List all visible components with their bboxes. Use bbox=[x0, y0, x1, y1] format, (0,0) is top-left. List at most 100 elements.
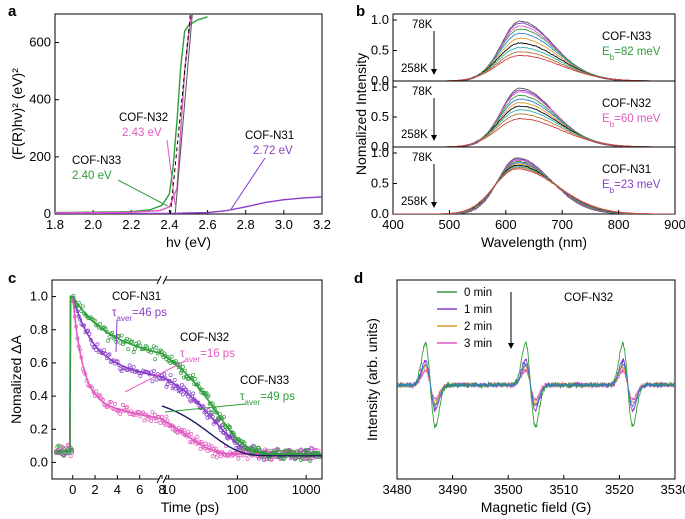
data-point-COF-N33 bbox=[204, 391, 209, 396]
tau-symbol-c: τ bbox=[112, 307, 117, 319]
data-point-COF-N33 bbox=[308, 458, 313, 463]
data-point-COF-N32 bbox=[212, 451, 217, 456]
data-point-COF-N32 bbox=[236, 456, 241, 461]
data-point-COF-N31 bbox=[178, 389, 183, 394]
y-tick-label-c: 0.4 bbox=[30, 388, 48, 403]
temperature-top-label: 78K bbox=[412, 152, 433, 164]
epr-line-intermediate bbox=[397, 361, 675, 408]
x-tick-label-c: 6 bbox=[136, 482, 143, 497]
legend-label-d: 3 min bbox=[464, 338, 492, 350]
data-point-COF-N33 bbox=[137, 340, 141, 345]
eb-symbol-b: E bbox=[602, 46, 610, 58]
tau-subscript-c: aver bbox=[245, 398, 261, 407]
data-point-COF-N31 bbox=[150, 379, 155, 384]
x-tick-label-c: 8 bbox=[158, 482, 165, 497]
x-tick-label-d: 3490 bbox=[438, 482, 467, 497]
epr-line-0 min bbox=[397, 340, 675, 429]
data-point-COF-N32 bbox=[214, 455, 219, 460]
y-tick-label-c: 1.0 bbox=[30, 289, 48, 304]
eb-symbol-b: E bbox=[602, 113, 610, 125]
data-point-COF-N33 bbox=[110, 330, 115, 335]
annotation-tau-c: τaver=16 ps bbox=[180, 348, 235, 364]
panel-label-b: b bbox=[356, 3, 365, 20]
temperature-arrow-head-b bbox=[431, 202, 437, 208]
subpanel-frame-b bbox=[392, 146, 676, 215]
axis-break-mark-c bbox=[156, 474, 162, 484]
y-tick-label-c: 0.0 bbox=[30, 454, 48, 469]
data-point-COF-N33 bbox=[222, 415, 226, 419]
x-tick-label-a: 1.8 bbox=[46, 217, 64, 232]
data-point-COF-N32 bbox=[198, 446, 203, 451]
data-point-COF-N32 bbox=[276, 447, 281, 452]
fit-line-overall bbox=[161, 405, 322, 457]
data-point-COF-N32 bbox=[196, 441, 201, 446]
y-tick-label-a: 600 bbox=[29, 35, 51, 50]
x-tick-label-c: 4 bbox=[114, 482, 121, 497]
axis-break-mark-c bbox=[162, 474, 168, 484]
y-tick-label-a: 0 bbox=[44, 206, 51, 221]
data-point-COF-N33 bbox=[191, 373, 196, 378]
y-tick-label-a: 400 bbox=[29, 92, 51, 107]
data-point-COF-N33 bbox=[166, 359, 171, 364]
plot-frame-c bbox=[51, 279, 323, 480]
x-tick-label-a: 3.0 bbox=[275, 217, 293, 232]
panel-a: a 1.8 2.0 2.2 2.4 2.6 2.8 3.0 3.2 0 200 400 600 hν (e… bbox=[8, 3, 331, 250]
data-point-COF-N33 bbox=[228, 425, 233, 430]
temperature-bottom-label: 258K bbox=[401, 63, 428, 75]
tau-symbol-c: τ bbox=[180, 348, 185, 360]
axis-break-mark-c bbox=[156, 275, 162, 285]
annotation-pointer-c bbox=[124, 360, 186, 393]
x-tick-label-a: 2.2 bbox=[122, 217, 140, 232]
data-point-COF-N32 bbox=[205, 449, 210, 453]
x-tick-label-b: 800 bbox=[608, 217, 630, 232]
data-point-COF-N32 bbox=[158, 420, 163, 425]
eb-subscript-b: b bbox=[610, 53, 615, 62]
y-tick-label-b: 0.5 bbox=[371, 109, 389, 124]
data-point-COF-N33 bbox=[119, 333, 124, 338]
data-point-COF-N33 bbox=[103, 326, 108, 331]
x-tick-label-b: 600 bbox=[495, 217, 517, 232]
annotation-pointer-c bbox=[164, 403, 246, 413]
tangent-line-a bbox=[174, 14, 193, 214]
data-point-COF-N32 bbox=[120, 402, 125, 407]
data-point-COF-N32 bbox=[199, 440, 204, 444]
data-point-COF-N33 bbox=[208, 401, 213, 406]
eb-value-b: =23 meV bbox=[614, 179, 661, 191]
data-point-COF-N32 bbox=[141, 410, 145, 415]
tau-value-c: =16 ps bbox=[200, 348, 235, 360]
annotation-name-c: COF-N32 bbox=[180, 332, 229, 344]
data-point-COF-N32 bbox=[149, 419, 154, 424]
data-point-COF-N33 bbox=[98, 322, 103, 327]
data-point-COF-N32 bbox=[164, 414, 169, 419]
fit-line-COF-N33 bbox=[56, 295, 322, 455]
data-point-COF-N33 bbox=[106, 338, 111, 343]
eb-subscript-b: b bbox=[610, 186, 615, 195]
annotation-name-c: COF-N33 bbox=[240, 375, 289, 387]
tau-value-c: =46 ps bbox=[132, 307, 167, 319]
spectrum-line-COF-N33 bbox=[393, 54, 675, 81]
data-point-COF-N32 bbox=[112, 401, 117, 406]
data-point-COF-N31 bbox=[138, 374, 143, 378]
data-point-COF-N31 bbox=[176, 389, 181, 394]
data-point-COF-N31 bbox=[107, 352, 112, 357]
data-point-COF-N32 bbox=[177, 428, 182, 433]
data-point-COF-N31 bbox=[206, 408, 211, 413]
x-tick-label-a: 2.6 bbox=[199, 217, 217, 232]
x-tick-label-d: 3510 bbox=[549, 482, 578, 497]
y-tick-label-b: 0.5 bbox=[371, 43, 389, 58]
x-tick-label-c: 0 bbox=[69, 482, 76, 497]
annotation-value-a: 2.43 eV bbox=[122, 127, 162, 139]
legend-arrow-head-d bbox=[508, 343, 514, 349]
y-tick-label-c: 0.6 bbox=[30, 355, 48, 370]
data-point-COF-N33 bbox=[299, 458, 303, 462]
data-point-COF-N32 bbox=[108, 399, 113, 404]
panel-label-a: a bbox=[8, 3, 17, 20]
data-point-COF-N33 bbox=[256, 446, 261, 450]
data-point-COF-N31 bbox=[179, 382, 184, 387]
temperature-top-label: 78K bbox=[412, 86, 433, 98]
y-tick-label-b: 1.0 bbox=[371, 12, 389, 27]
y-tick-label-b: 0.5 bbox=[371, 176, 389, 191]
data-point-COF-N33 bbox=[70, 450, 75, 455]
data-point-COF-N32 bbox=[210, 454, 215, 459]
